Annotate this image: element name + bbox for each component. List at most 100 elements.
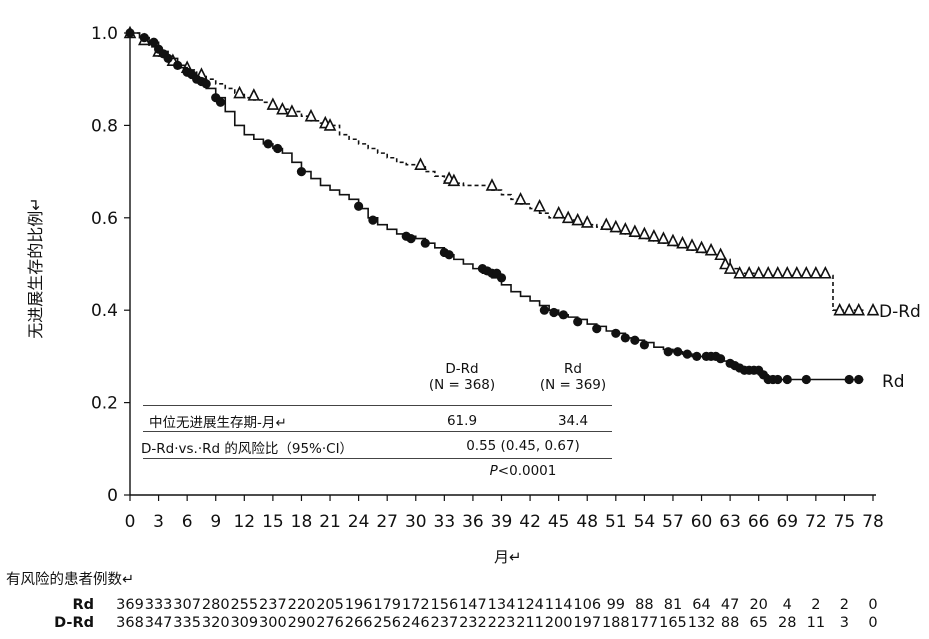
risk-count: 333	[144, 597, 173, 613]
table-value-hr: 0.55 (0.45, 0.67)	[466, 438, 580, 454]
table-row-label-hr: D-Rd·vs.·Rd 的风险比（95%·CI）	[141, 441, 354, 457]
risk-count: 0	[868, 597, 878, 613]
risk-table-title: 有风险的患者例数↵	[6, 572, 135, 588]
risk-count: 246	[401, 615, 430, 631]
risk-count: 114	[544, 597, 573, 613]
marker-triangle	[233, 85, 246, 99]
risk-count: 290	[287, 615, 316, 631]
marker-circle	[139, 33, 149, 43]
y-axis-label: 无进展生存的比例↵	[26, 197, 45, 339]
x-tick-label: 72	[805, 512, 827, 532]
marker-triangle	[619, 222, 632, 235]
risk-count: 237	[430, 615, 459, 631]
marker-triangle	[780, 265, 794, 279]
x-tick-label: 54	[634, 512, 656, 532]
risk-count: 47	[720, 597, 740, 613]
marker-circle	[149, 37, 159, 47]
risk-count: 124	[516, 597, 544, 613]
table-row-label-median: 中位无进展生存期-月↵	[149, 415, 287, 431]
risk-count: 106	[573, 597, 602, 613]
x-tick-label: 57	[662, 512, 684, 532]
x-tick-label: 9	[210, 512, 221, 532]
marker-circle	[201, 79, 211, 89]
risk-count: 20	[749, 597, 768, 613]
risk-count: 88	[635, 597, 654, 613]
marker-triangle	[866, 302, 880, 316]
y-tick-label: 0.8	[91, 116, 118, 136]
marker-circle	[125, 28, 135, 38]
x-tick-label: 69	[776, 512, 798, 532]
marker-circle	[539, 305, 549, 315]
risk-count: 266	[344, 615, 373, 631]
marker-circle	[782, 374, 792, 385]
marker-triangle	[485, 178, 499, 191]
x-tick-label: 78	[862, 512, 884, 532]
marker-triangle	[285, 104, 299, 117]
marker-circle	[368, 215, 378, 225]
risk-count: 232	[459, 615, 487, 631]
risk-count: 65	[749, 615, 768, 631]
marker-triangle	[580, 215, 594, 228]
risk-count: 11	[806, 615, 826, 631]
marker-circle	[592, 324, 602, 334]
marker-triangle	[323, 118, 337, 131]
risk-count: 165	[659, 615, 687, 631]
series-label: D-Rd	[879, 302, 921, 322]
marker-triangle	[800, 265, 813, 279]
marker-circle	[558, 310, 569, 320]
x-tick-label: 75	[834, 512, 856, 532]
risk-count: 28	[778, 615, 797, 631]
risk-count: 88	[720, 615, 740, 631]
marker-circle	[573, 317, 583, 327]
series-layer: D-Rd Rd	[123, 25, 921, 392]
marker-triangle	[609, 219, 623, 233]
risk-count: 237	[259, 597, 287, 613]
risk-row-label: D-Rd	[54, 615, 94, 631]
marker-circle	[496, 273, 507, 283]
marker-circle	[549, 307, 559, 318]
risk-count: 320	[201, 615, 230, 631]
marker-triangle	[571, 212, 584, 226]
risk-count: 156	[430, 597, 459, 613]
risk-row-label: Rd	[72, 597, 94, 613]
x-tick-label: 12	[233, 512, 255, 532]
risk-count: 196	[344, 597, 373, 613]
marker-triangle	[561, 210, 575, 224]
risk-count: 368	[116, 615, 144, 631]
risk-count: 2	[811, 597, 821, 613]
table-col-header-rd: Rd (N = 369)	[539, 361, 607, 393]
marker-circle	[444, 250, 454, 260]
marker-triangle	[761, 265, 775, 279]
marker-triangle	[638, 226, 651, 240]
x-tick-label: 36	[462, 512, 484, 532]
marker-circle	[406, 233, 416, 244]
marker-triangle	[723, 261, 737, 274]
marker-triangle	[809, 265, 823, 279]
marker-circle	[163, 53, 173, 64]
marker-circle	[420, 238, 430, 248]
marker-triangle	[852, 302, 866, 316]
x-tick-label: 30	[405, 512, 427, 532]
risk-count: 64	[692, 597, 711, 613]
marker-circle	[715, 354, 726, 364]
marker-triangle	[752, 265, 765, 279]
risk-count: 255	[230, 597, 259, 613]
risk-count: 220	[287, 597, 316, 613]
marker-triangle	[414, 157, 427, 170]
x-tick-label: 27	[376, 512, 398, 532]
x-tick-label: 51	[605, 512, 627, 532]
risk-count: 335	[173, 615, 201, 631]
risk-count: 307	[173, 597, 201, 613]
series-label: Rd	[882, 372, 905, 392]
marker-triangle	[657, 231, 670, 244]
marker-triangle	[247, 88, 261, 101]
table-p-value: P<0.0001	[489, 463, 557, 479]
risk-count: 276	[316, 615, 344, 631]
risk-count: 309	[230, 615, 259, 631]
x-tick-label: 45	[548, 512, 570, 532]
risk-count: 132	[687, 615, 716, 631]
x-tick-label: 39	[491, 512, 513, 532]
marker-circle	[630, 335, 640, 345]
y-tick-label: 0.2	[91, 394, 118, 414]
marker-triangle	[842, 302, 856, 316]
